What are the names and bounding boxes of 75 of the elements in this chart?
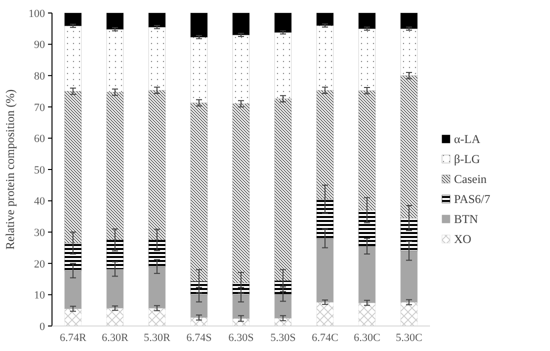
x-tick-label: 6.74R [60,332,87,344]
bar [400,28,418,76]
bar [358,246,376,304]
bar [190,102,208,282]
x-tick-label: 6.30R [102,332,129,344]
y-tick-label: 30 [34,226,46,239]
bar [148,26,166,91]
bar [358,28,376,91]
y-tick-label: 70 [34,102,46,114]
legend-label: Casein [454,172,487,186]
bar [232,12,250,36]
bar [106,308,124,326]
bar [316,25,334,91]
bar [274,294,292,318]
bar [400,12,418,29]
bar [274,32,292,100]
bar [64,308,82,326]
y-tick-label: 100 [28,8,46,20]
bar [274,98,292,281]
bar [358,12,376,29]
x-tick-label: 6.74S [186,332,212,344]
y-tick-label: 0 [40,320,46,333]
y-tick-label: 80 [34,70,46,82]
y-axis-title: Relative protein composition (%) [3,89,17,250]
x-tick-label: 5.30C [396,332,422,344]
bar [316,90,334,200]
y-tick-label: 50 [34,164,46,176]
y-tick-label: 40 [34,196,46,208]
legend-label: α-LA [454,132,481,146]
y-tick-label: 20 [34,258,46,270]
bar [106,268,124,308]
bar [316,12,334,26]
bar [106,12,124,30]
y-tick-label: 10 [34,290,46,302]
bar [232,104,250,284]
bar [106,240,124,270]
bar [148,266,166,308]
bar [190,294,208,318]
legend-label: XO [454,232,472,246]
bar [190,12,208,38]
bar [106,29,124,92]
x-tick-label: 5.30R [144,332,171,344]
bar [358,210,376,246]
legend-label: BTN [454,212,478,226]
bar [232,294,250,319]
bar [358,90,376,210]
bar [232,34,250,104]
x-tick-label: 5.30S [270,332,296,344]
legend-label: β-LG [454,152,480,166]
x-tick-label: 6.74C [312,332,338,344]
bar [400,302,418,326]
bar [316,198,334,239]
x-tick-label: 6.30S [228,332,254,344]
bar [400,75,418,218]
bar [400,218,418,252]
legend-label: PAS6/7 [454,192,490,206]
bar [358,302,376,326]
bar [148,308,166,326]
bar [316,302,334,326]
bar [64,242,82,271]
bar [190,36,208,104]
bar [148,12,166,28]
bar [316,238,334,302]
y-tick-label: 90 [34,39,46,52]
bar [64,270,82,310]
bar [64,91,82,244]
x-tick-label: 6.30C [354,332,380,344]
bar [400,250,418,302]
bar [148,240,166,267]
y-tick-label: 60 [34,133,46,146]
bar [274,12,292,33]
bar [64,26,82,92]
bar [106,92,124,240]
bar [64,12,82,26]
bar [148,90,166,240]
